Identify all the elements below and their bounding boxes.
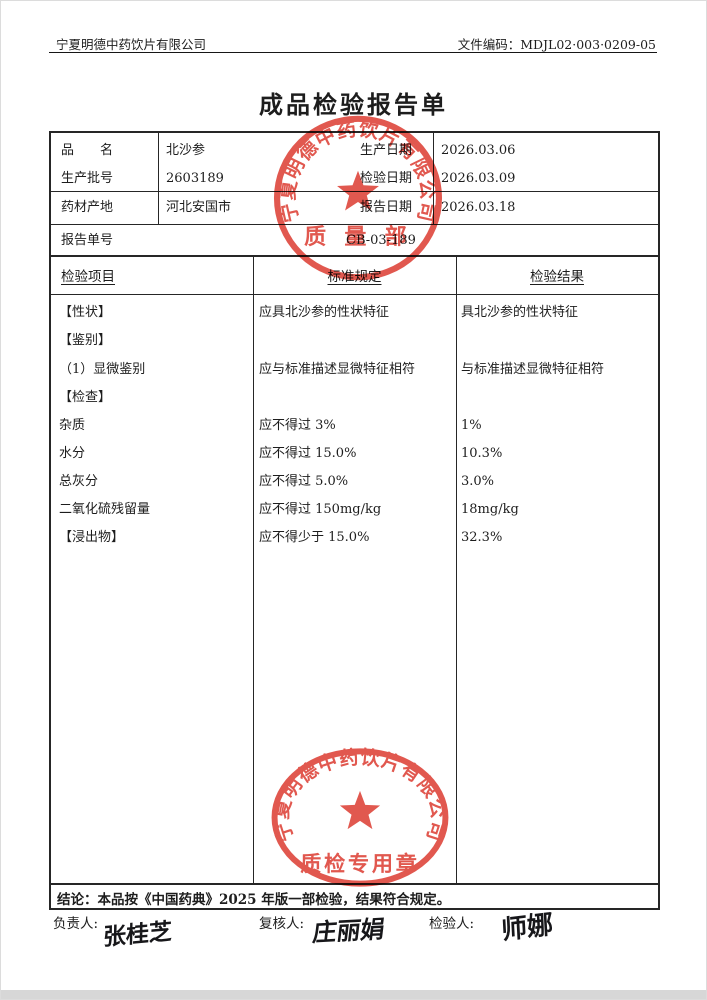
row-item: 总灰分 [59,474,99,489]
inspector-label: 检验人: [429,916,475,932]
table-row: 【性状】 应具北沙参的性状特征 具北沙参的性状特征 [49,305,660,321]
row-result: 3.0% [461,474,495,489]
responsible-label: 负责人: [53,916,99,932]
page-title: 成品检验报告单 [259,90,448,119]
doc-code: 文件编码：MDJL02·003·0209-05 [458,34,656,53]
origin-label: 药材产地 [61,200,114,215]
report-no-value: CB-03-189 [346,233,416,248]
doc-code-value: MDJL02·003·0209-05 [520,37,656,52]
product-name-label: 品 名 [61,143,114,158]
col-header-item: 检验项目 [61,269,115,285]
reviewer-label: 复核人: [259,916,305,932]
row-item: 【检查】 [59,390,112,405]
production-date-label: 生产日期 [360,143,413,158]
row-standard: 应不得少于 15.0% [259,530,370,545]
qc-seal-stamp: 宁夏明德中药饮片有限公司 质检专用章 [269,746,450,887]
conclusion-text: 结论：本品按《中国药典》2025 年版一部检验，结果符合规定。 [57,892,451,908]
header-rule [49,52,657,53]
quality-dept-stamp: 宁夏明德中药饮片有限公司 质 量 部 [273,115,443,281]
row-item: 【性状】 [59,305,112,320]
production-date-value: 2026.03.06 [441,143,516,158]
star-icon [339,790,381,830]
table-row: 【检查】 [49,390,660,406]
row-standard: 应具北沙参的性状特征 [259,305,390,320]
star-icon [337,170,379,211]
row-result: 与标准描述显微特征相符 [461,362,605,377]
row-item: 【鉴别】 [59,333,112,348]
conclusion-box: 结论：本品按《中国药典》2025 年版一部检验，结果符合规定。 [49,885,660,910]
row-result: 1% [461,418,482,433]
origin-value: 河北安国市 [166,200,232,215]
table-row: 杂质 应不得过 3% 1% [49,418,660,434]
report-date-label: 报告日期 [360,200,413,215]
table-row: （1）显微鉴别 应与标准描述显微特征相符 与标准描述显微特征相符 [49,362,660,378]
col-header-result: 检验结果 [530,269,584,285]
stamp-qc-text: 质检专用章 [300,851,419,876]
product-name-value: 北沙参 [166,143,206,158]
row-result: 32.3% [461,530,503,545]
batch-value: 2603189 [166,171,224,186]
inspection-date-label: 检验日期 [360,171,413,186]
responsible-signature: 张桂芝 [102,918,173,952]
reviewer-signature: 庄丽娟 [311,915,387,948]
stamp-dept-text: 质 量 部 [304,224,412,250]
report-no-label: 报告单号 [61,233,114,248]
row-standard: 应与标准描述显微特征相符 [259,362,416,377]
batch-label: 生产批号 [61,171,114,186]
page-bottom-edge [1,990,706,999]
row-item: （1）显微鉴别 [59,362,146,377]
report-date-value: 2026.03.18 [441,200,516,215]
table-row: 水分 应不得过 15.0% 10.3% [49,446,660,462]
table-row: 【浸出物】 应不得少于 15.0% 32.3% [49,530,660,546]
company-name: 宁夏明德中药饮片有限公司 [56,37,207,52]
row-result: 18mg/kg [461,502,519,517]
row-standard: 应不得过 3% [259,418,336,433]
row-item: 杂质 [59,418,86,433]
row-item: 【浸出物】 [59,530,125,545]
table-row: 二氧化硫残留量 应不得过 150mg/kg 18mg/kg [49,502,660,518]
inspection-date-value: 2026.03.09 [441,171,516,186]
inspector-signature: 师娜 [500,909,554,947]
row-standard: 应不得过 150mg/kg [259,502,382,517]
doc-code-label: 文件编码： [457,37,521,52]
info-table: 品 名 北沙参 生产日期 2026.03.06 生产批号 2603189 检验日… [49,131,660,257]
info-divider-2 [51,224,658,225]
row-item: 二氧化硫残留量 [59,502,151,517]
table-row: 【鉴别】 [49,333,660,349]
info-vline-1 [158,133,159,224]
items-header-divider [51,294,658,295]
row-standard: 应不得过 15.0% [259,446,357,461]
row-result: 具北沙参的性状特征 [461,305,579,320]
table-row: 总灰分 应不得过 5.0% 3.0% [49,474,660,490]
row-item: 水分 [59,446,86,461]
items-vline-2 [456,257,457,883]
row-result: 10.3% [461,446,503,461]
row-standard: 应不得过 5.0% [259,474,349,489]
items-vline-1 [253,257,254,883]
